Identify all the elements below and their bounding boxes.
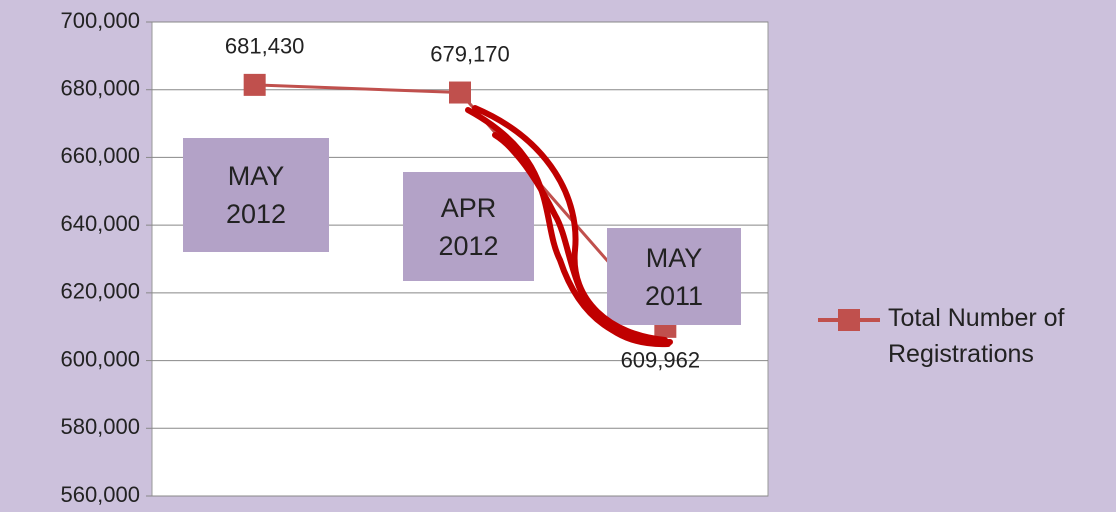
category-box [183,138,329,252]
point-marker [243,73,266,96]
value-label: 679,170 [430,41,510,66]
category-box-label-wrap: MAY 2011 [607,228,741,325]
legend-marker [838,309,860,331]
category-label: MAY 2012 [225,161,287,229]
value-label: 681,430 [225,34,305,59]
y-tick-label: 680,000 [60,76,140,101]
y-tick-label: 620,000 [60,279,140,304]
swirl-arrows [465,105,673,348]
category-label: APR 2012 [438,192,499,261]
y-tick-label: 640,000 [60,211,140,236]
category-box-label-wrap: APR 2012 [403,172,534,281]
category-box-label-frame: MAY 2012 [183,138,329,252]
legend-text-wrap: Total Number of Registrations [888,304,1065,368]
category-label: MAY 2011 [644,242,704,311]
category-box-label-frame: MAY 2011 [607,228,741,325]
y-tick-label: 560,000 [60,482,140,507]
value-label: 609,962 [621,348,701,373]
category-box [607,228,741,325]
legend-label: Total Number of Registrations [888,304,1065,368]
y-tick-label: 600,000 [60,346,140,371]
category-box-label-frame: APR 2012 [403,172,534,281]
y-tick-label: 660,000 [60,143,140,168]
point-marker [449,81,471,104]
y-tick-label: 580,000 [60,414,140,439]
category-box-label-wrap: MAY 2012 [183,138,329,252]
category-box [403,172,534,281]
y-tick-label: 700,000 [60,8,140,33]
